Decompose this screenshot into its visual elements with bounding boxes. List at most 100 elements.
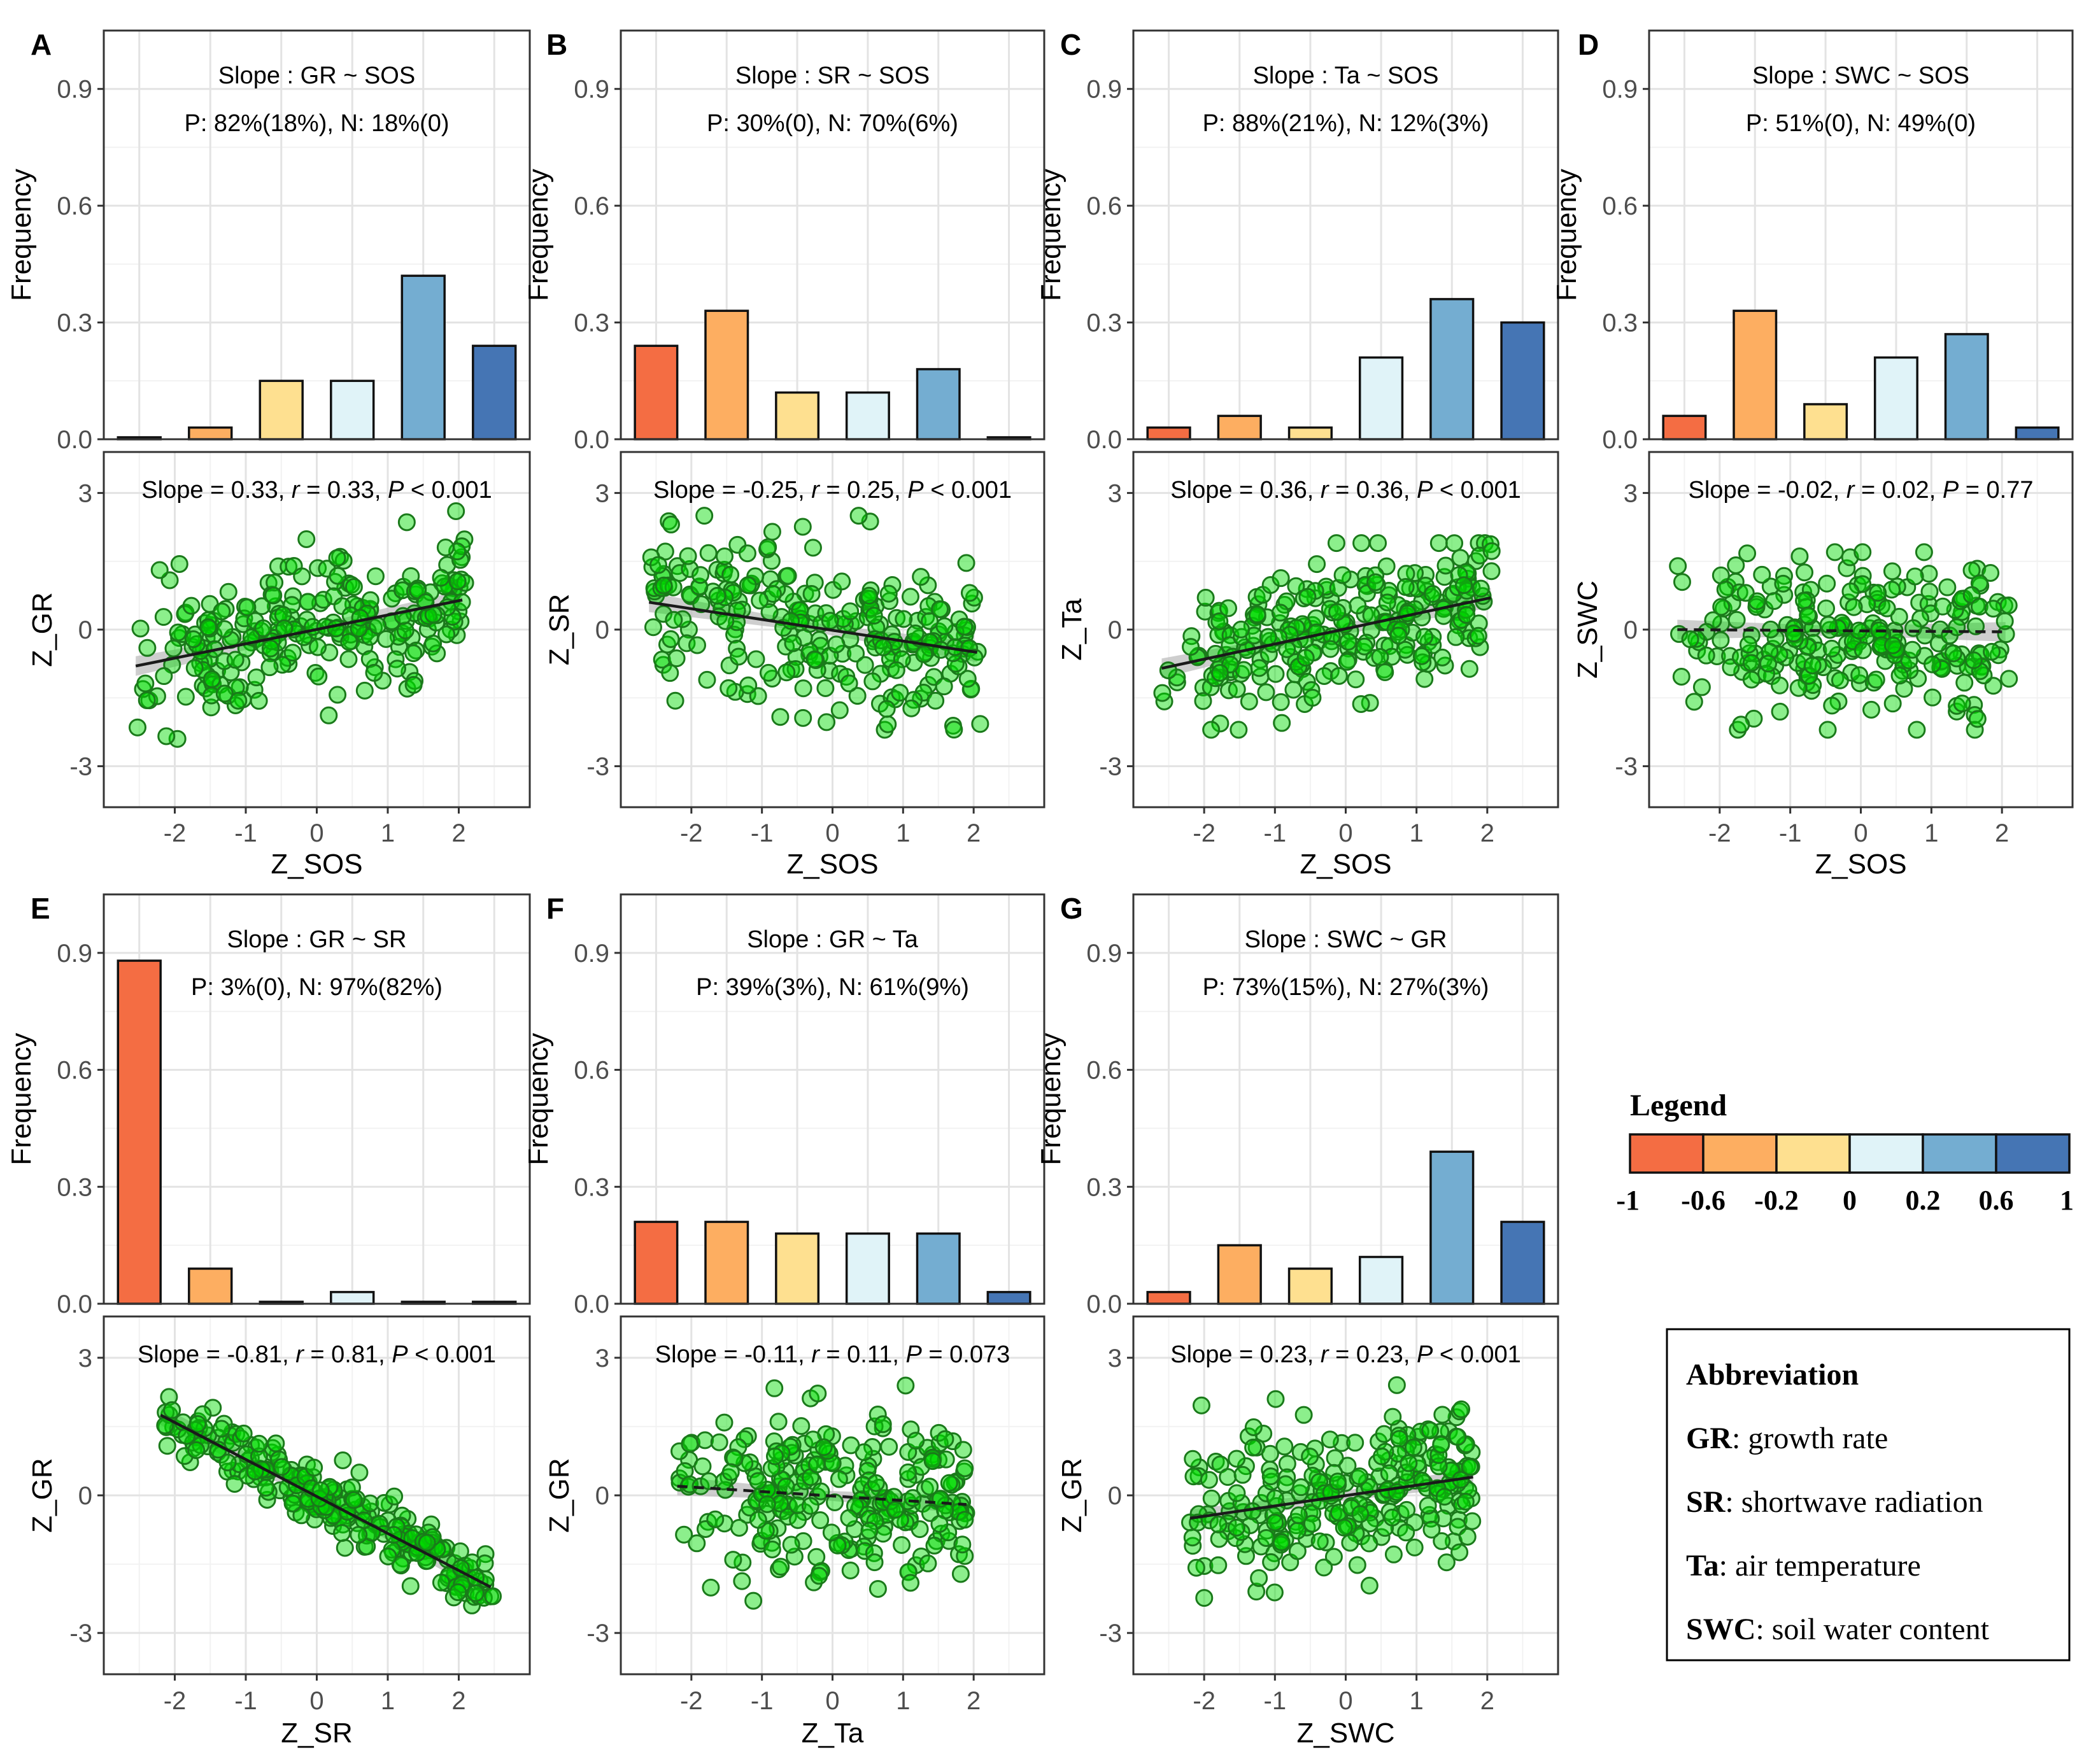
x-tick-label: -2: [680, 819, 703, 847]
scatter-point: [1301, 1447, 1319, 1465]
scatter-point: [1673, 573, 1691, 591]
stat-value: =: [1966, 477, 1980, 504]
scatter-point: [1349, 596, 1367, 615]
scatter-point: [902, 699, 921, 717]
scatter-point: [1262, 1472, 1280, 1491]
stat-text: ,: [282, 1341, 295, 1368]
scatter-point: [225, 1474, 244, 1493]
legend-swatch: [1775, 1133, 1851, 1174]
scatter-point: [169, 623, 187, 642]
bar-C-6: [1500, 321, 1545, 441]
y-tick-label: 0: [78, 616, 92, 644]
scatter-point: [1433, 1532, 1451, 1550]
scatter-point: [1396, 578, 1415, 596]
scatter-point: [1774, 574, 1792, 593]
x-tick-label: 0: [309, 819, 323, 847]
scatter-point: [833, 572, 851, 591]
bar-panel-D: 0.0 0.3 0.6 0.9 Frequency Slope : SWC ~ SOS P:…: [1551, 28, 2074, 454]
stat-value: 0.25: [847, 477, 894, 504]
panel-label: G: [1060, 892, 1083, 925]
scatter-point: [1818, 574, 1836, 593]
stats-annotation: Slope = -0.25, r = 0.25, P < 0.001: [653, 477, 1012, 504]
y-tick-label: -3: [1615, 753, 1638, 781]
stat-text: Slope =: [1689, 477, 1778, 504]
scatter-point: [350, 1464, 369, 1482]
scatter-point: [879, 584, 898, 603]
x-tick-label: -1: [1264, 1687, 1287, 1715]
scatter-point: [1854, 543, 1872, 561]
abbreviation-key: Ta: [1686, 1549, 1719, 1583]
scatter-point: [1730, 583, 1748, 602]
stat-value: 0.23: [1356, 1341, 1403, 1368]
y-tick-label: 0.6: [574, 1057, 609, 1085]
bar-subtitle: P: 73%(15%), N: 27%(3%): [1203, 974, 1489, 1001]
scatter-point: [777, 663, 796, 682]
scatter-point: [407, 641, 425, 660]
abbreviation-item: SWC: soil water content: [1686, 1612, 1990, 1646]
scatter-point: [1924, 688, 1942, 707]
stat-text: ,: [1929, 477, 1943, 504]
scatter-point: [841, 602, 860, 621]
panel-label: D: [1578, 28, 1599, 61]
scatter-point: [1153, 684, 1172, 702]
y-tick-label: 0: [595, 616, 609, 644]
abbreviation-item: Ta: air temperature: [1686, 1549, 1921, 1583]
y-axis-label: Frequency: [6, 1033, 37, 1166]
scatter-point: [283, 1494, 302, 1513]
scatter-point: [849, 507, 868, 525]
bar-title: Slope : SWC ~ SOS: [1752, 62, 1969, 89]
scatter-point: [827, 635, 846, 654]
scatter-point: [926, 691, 945, 710]
scatter-point: [1202, 721, 1221, 739]
x-tick-label: -2: [164, 819, 187, 847]
scatter-point: [706, 1510, 725, 1528]
bar-A-3: [259, 379, 304, 441]
stat-text: [943, 1341, 950, 1368]
x-tick-label: 2: [967, 1687, 981, 1715]
scatter-point: [681, 560, 699, 578]
scatter-point: [1803, 656, 1822, 675]
scatter-point: [234, 1424, 253, 1443]
panel-border: [1132, 29, 1559, 441]
bar-G-3: [1287, 1267, 1333, 1305]
scatter-point: [150, 561, 169, 579]
x-tick-label: 1: [896, 819, 910, 847]
scatter-point: [1955, 674, 1974, 692]
scatter-point: [1964, 651, 1983, 670]
scatter-point: [1450, 1543, 1469, 1562]
stat-text: ,: [798, 477, 811, 504]
scatter-point: [789, 1511, 807, 1529]
regression-line: [1189, 1475, 1473, 1520]
scatter-point: [1422, 1520, 1441, 1539]
scatter-point: [868, 1579, 887, 1598]
bar-D-2: [1733, 309, 1778, 441]
scatter-point: [1289, 1506, 1308, 1525]
scatter-point: [1262, 1553, 1280, 1571]
scatter-point: [1240, 692, 1258, 710]
stat-value: -0.11: [744, 1341, 798, 1368]
x-tick-label: -2: [1193, 1687, 1216, 1715]
scatter-point: [865, 607, 883, 625]
scatter-point: [708, 586, 727, 605]
x-tick-label: 0: [825, 819, 839, 847]
stat-value: 0.81: [331, 1341, 378, 1368]
bar-subtitle: P: 82%(18%), N: 18%(0): [184, 110, 449, 137]
scatter-point: [377, 630, 395, 648]
scatter-point: [238, 598, 257, 617]
plot-area: [104, 31, 530, 439]
legend-tick-label: -0.6: [1681, 1185, 1726, 1216]
scatter-panel-A: -3 0 3 -2 -1 0 1 2 Z_SOS Z_GR Slope = 0.33, r = 0.…: [27, 451, 531, 880]
scatter-point: [666, 691, 684, 710]
y-axis-label: Z_Ta: [1056, 598, 1088, 661]
scatter-point: [1183, 1528, 1201, 1547]
scatter-point: [204, 1399, 222, 1417]
scatter-point: [679, 621, 698, 639]
scatter-point: [1182, 638, 1200, 656]
stat-text: Slope =: [141, 477, 231, 504]
scatter-point: [688, 636, 706, 654]
scatter-point: [958, 670, 977, 688]
scatter-point: [675, 1525, 693, 1544]
scatter-point: [1789, 679, 1808, 697]
legend-swatch: [1848, 1133, 1924, 1174]
